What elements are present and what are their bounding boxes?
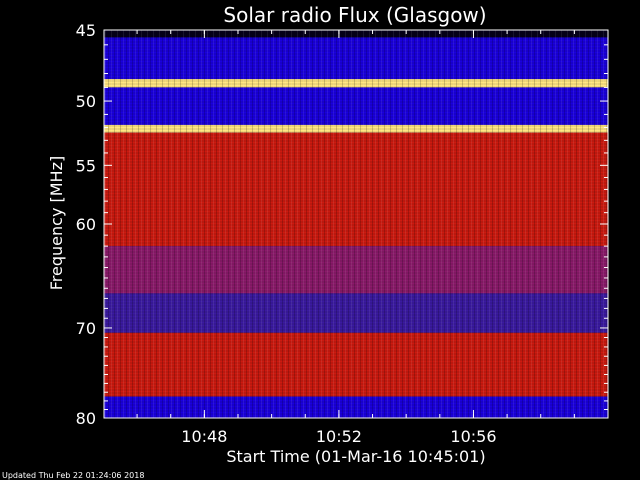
- x-tick-label: 10:56: [450, 427, 496, 446]
- x-tick-label: 10:52: [316, 427, 362, 446]
- chart-title: Solar radio Flux (Glasgow): [223, 3, 486, 27]
- y-tick-label: 80: [76, 409, 96, 428]
- y-axis-label: Frequency [MHz]: [47, 156, 66, 290]
- y-tick-label: 55: [76, 156, 96, 175]
- y-tick-label: 60: [76, 215, 96, 234]
- update-timestamp: Updated Thu Feb 22 01:24:06 2018: [2, 471, 144, 480]
- y-tick-label: 50: [76, 92, 96, 111]
- y-axis-ticks: 45 50 55 60 70 80: [76, 21, 608, 428]
- x-tick-label: 10:48: [181, 427, 227, 446]
- x-axis-label: Start Time (01-Mar-16 10:45:01): [226, 447, 485, 466]
- y-tick-label: 45: [76, 21, 96, 40]
- y-tick-label: 70: [76, 319, 96, 338]
- plot-area: [104, 29, 608, 418]
- texture-overlay: [104, 30, 608, 418]
